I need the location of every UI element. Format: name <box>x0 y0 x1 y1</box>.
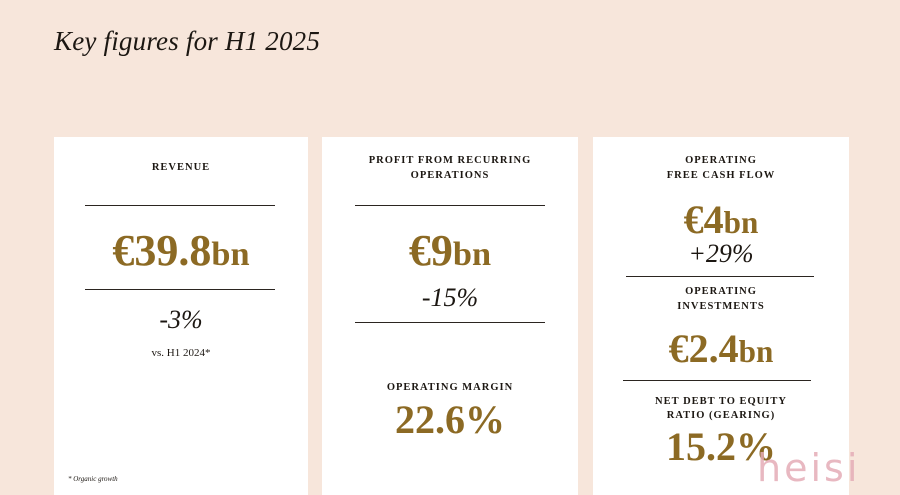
revenue-comparison: vs. H1 2024* <box>151 347 211 359</box>
cash-flow-card: OPERATING FREE CASH FLOW €4bn +29% OPERA… <box>593 137 849 495</box>
profit-unit: bn <box>452 235 492 273</box>
profit-divider-top <box>355 205 545 206</box>
free-cash-flow-unit: bn <box>723 205 759 240</box>
revenue-unit: bn <box>211 235 250 273</box>
revenue-divider-top <box>85 205 275 206</box>
investments-value: €2.4bn <box>593 325 849 372</box>
profit-change: -15% <box>421 283 479 312</box>
profit-amount: €9 <box>408 226 453 275</box>
gearing-value: 15.2% <box>666 424 776 469</box>
free-cash-flow-value: €4bn <box>593 196 849 243</box>
profit-label-line-1: PROFIT FROM RECURRING <box>368 155 532 166</box>
free-cash-flow-label-line-1: OPERATING <box>685 155 757 166</box>
operating-margin-value: 22.6% <box>395 397 505 442</box>
revenue-footnote: * Organic growth <box>68 475 118 483</box>
free-cash-flow-amount: €4 <box>683 197 724 242</box>
revenue-value: €39.8bn <box>54 225 308 276</box>
investments-label-line-2: INVESTMENTS <box>677 301 765 312</box>
investments-label-line-1: OPERATING <box>685 286 757 297</box>
gearing-label-line-2: RATIO (GEARING) <box>666 410 776 421</box>
investments-unit: bn <box>738 334 774 369</box>
free-cash-flow-change: +29% <box>688 239 754 268</box>
page-title: Key figures for H1 2025 <box>54 26 321 56</box>
revenue-divider-bottom <box>85 289 275 290</box>
profit-label-line-2: OPERATIONS <box>410 170 490 181</box>
revenue-amount: €39.8 <box>112 226 212 275</box>
watermark: heisi <box>757 446 861 490</box>
profit-divider-bottom <box>355 322 545 323</box>
revenue-change: -3% <box>159 305 203 334</box>
operating-margin-label: OPERATING MARGIN <box>386 382 514 393</box>
cash-divider-1 <box>626 276 814 277</box>
gearing-label-line-1: NET DEBT TO EQUITY <box>655 396 787 407</box>
investments-amount: €2.4 <box>668 326 739 371</box>
revenue-card: REVENUE €39.8bn -3% vs. H1 2024* * Organ… <box>54 137 308 495</box>
free-cash-flow-label-line-2: FREE CASH FLOW <box>666 170 776 181</box>
cash-divider-2 <box>623 380 811 381</box>
revenue-label: REVENUE <box>151 162 211 173</box>
profit-value: €9bn <box>322 225 578 276</box>
profit-card: PROFIT FROM RECURRING OPERATIONS €9bn -1… <box>322 137 578 495</box>
